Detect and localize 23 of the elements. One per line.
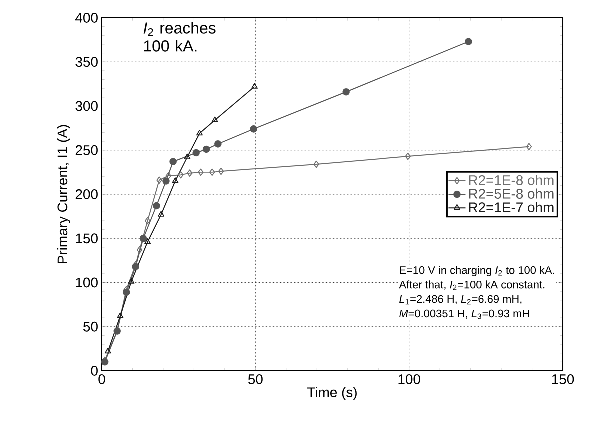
y-tick-label: 50 xyxy=(84,322,98,332)
x-tick-label: 100 xyxy=(398,374,420,384)
y-tick-label: 350 xyxy=(76,57,98,68)
x-tick-label: 0 xyxy=(98,374,106,384)
y-tick-label: 250 xyxy=(76,145,98,156)
y-tick-label: 400 xyxy=(76,13,98,23)
legend-label: R2=1E-8 ohm xyxy=(469,175,554,186)
y-axis-title: Primary Current, I1 (A) xyxy=(57,125,70,264)
y-tick-label: 200 xyxy=(76,190,98,200)
legend-label: R2=1E-7 ohm xyxy=(469,202,554,213)
y-tick-label: 100 xyxy=(76,278,98,288)
annotation: M=0.00351 H, L$_{3}$=0.93 mH xyxy=(400,310,530,320)
y-tick-label: 300 xyxy=(76,101,98,112)
x-tick-label: 50 xyxy=(248,374,263,384)
annotation: E=10 V in charging I$_{2}$ to 100 kA. xyxy=(400,266,554,276)
x-axis-title: Time (s) xyxy=(308,387,357,400)
annotation: L$_{1}$=2.486 H, L$_{2}$=6.69 mH, xyxy=(400,295,522,305)
x-tick-label: 150 xyxy=(552,374,574,384)
y-tick-label: 150 xyxy=(76,234,98,244)
legend-label: R2=5E-8 ohm xyxy=(469,188,554,199)
annotation: After that, I$_{2}$=100 kA constant. xyxy=(399,280,545,290)
annotation: I$_{2}$ reaches 100 kA. xyxy=(144,22,216,52)
y-tick-label: 0 xyxy=(91,366,98,376)
